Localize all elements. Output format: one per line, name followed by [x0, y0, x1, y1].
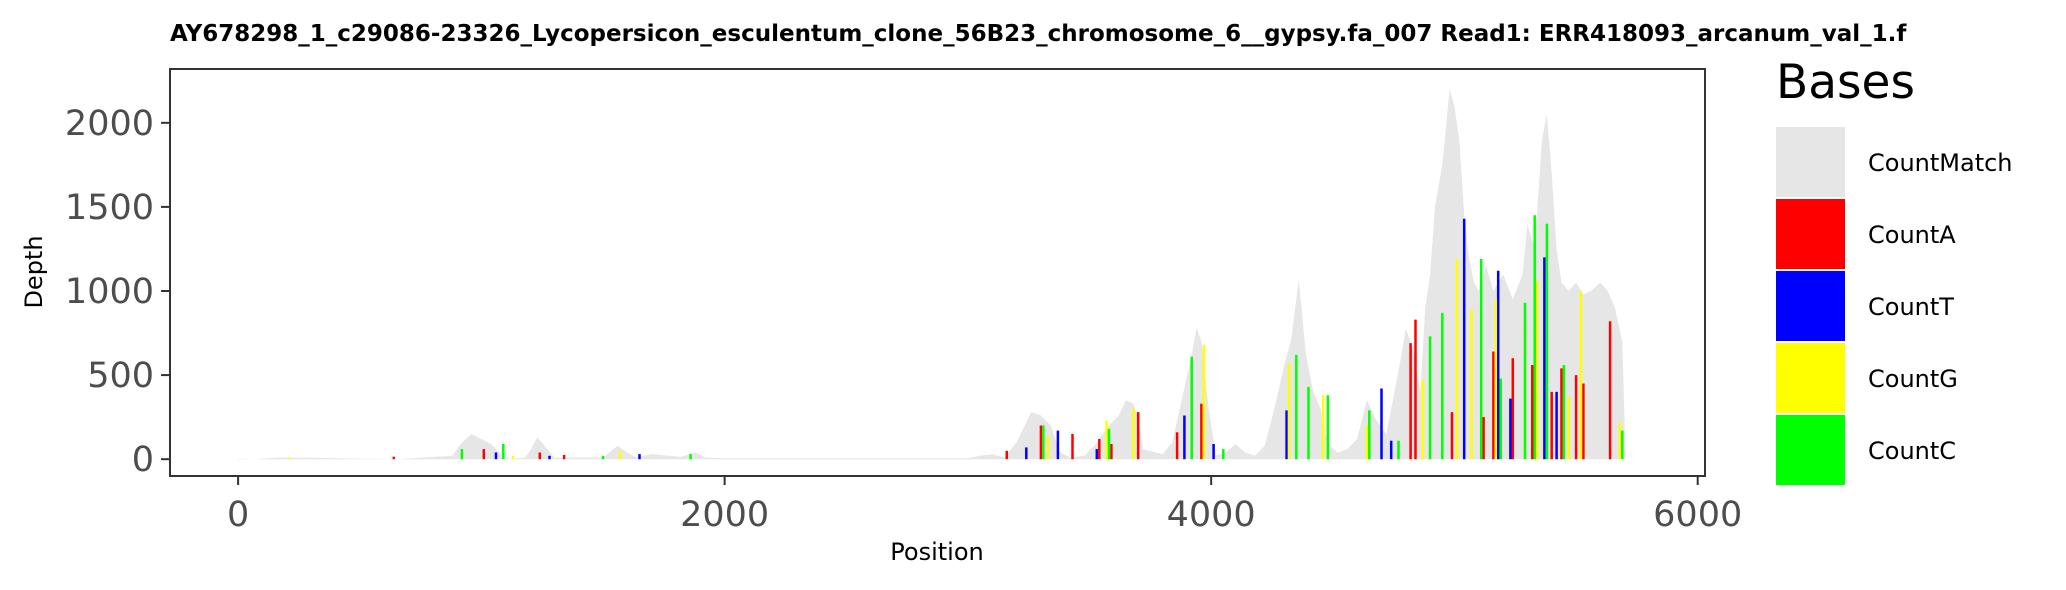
- countg-legend-label: CountG: [1868, 365, 1958, 393]
- countg-legend-key: [1776, 343, 1845, 413]
- plot-panel-border: [169, 68, 1706, 477]
- countc-legend-key: [1776, 415, 1845, 485]
- x-tick-label: 4000: [1167, 495, 1256, 535]
- countt-legend-label: CountT: [1868, 293, 1954, 321]
- legend-title: Bases: [1776, 55, 1915, 110]
- chart-title: AY678298_1_c29086-23326_Lycopersicon_esc…: [170, 21, 1907, 47]
- x-tick-label: 2000: [680, 495, 769, 535]
- y-tick-label: 0: [132, 440, 154, 480]
- x-tick-label: 0: [227, 495, 249, 535]
- y-tick-label: 1000: [65, 272, 154, 312]
- legend: Bases CountMatch CountA CountT CountG CountC: [1776, 55, 2013, 485]
- plot-area: [238, 89, 1625, 460]
- countmatch-legend-key: [1776, 127, 1845, 197]
- countc-legend-label: CountC: [1868, 437, 1956, 465]
- y-axis-title: Depth: [20, 235, 48, 308]
- counta-legend-label: CountA: [1868, 221, 1956, 249]
- axes: 0 2000 4000 6000 0 500 1000 1500 2000: [65, 104, 1742, 535]
- x-tick-label: 6000: [1653, 495, 1742, 535]
- counta-legend-key: [1776, 199, 1845, 269]
- x-axis-title: Position: [890, 538, 983, 566]
- y-tick-label: 2000: [65, 104, 154, 144]
- countt-legend-key: [1776, 271, 1845, 341]
- y-tick-label: 1500: [65, 188, 154, 228]
- countmatch-area: [238, 89, 1625, 460]
- countmatch-legend-label: CountMatch: [1868, 149, 2013, 177]
- y-tick-label: 500: [87, 356, 154, 396]
